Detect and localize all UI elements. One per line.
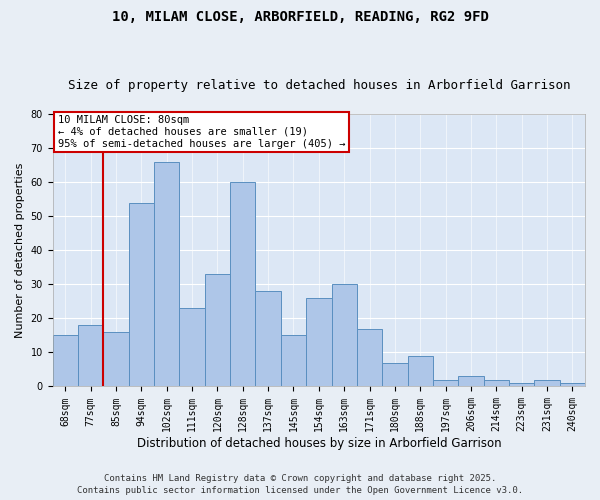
Bar xyxy=(535,380,560,386)
Bar xyxy=(433,380,458,386)
Title: Size of property relative to detached houses in Arborfield Garrison: Size of property relative to detached ho… xyxy=(68,79,570,92)
Bar xyxy=(103,332,129,386)
Bar xyxy=(129,202,154,386)
Text: Contains HM Land Registry data © Crown copyright and database right 2025.
Contai: Contains HM Land Registry data © Crown c… xyxy=(77,474,523,495)
X-axis label: Distribution of detached houses by size in Arborfield Garrison: Distribution of detached houses by size … xyxy=(137,437,501,450)
Bar xyxy=(357,328,382,386)
Bar xyxy=(332,284,357,386)
Bar xyxy=(306,298,332,386)
Bar xyxy=(407,356,433,386)
Text: 10, MILAM CLOSE, ARBORFIELD, READING, RG2 9FD: 10, MILAM CLOSE, ARBORFIELD, READING, RG… xyxy=(112,10,488,24)
Bar xyxy=(382,362,407,386)
Bar xyxy=(230,182,256,386)
Bar xyxy=(179,308,205,386)
Bar xyxy=(484,380,509,386)
Bar xyxy=(281,336,306,386)
Bar xyxy=(53,336,78,386)
Bar xyxy=(154,162,179,386)
Text: 10 MILAM CLOSE: 80sqm
← 4% of detached houses are smaller (19)
95% of semi-detac: 10 MILAM CLOSE: 80sqm ← 4% of detached h… xyxy=(58,116,346,148)
Bar xyxy=(256,291,281,386)
Bar xyxy=(509,383,535,386)
Bar xyxy=(458,376,484,386)
Bar xyxy=(560,383,585,386)
Bar xyxy=(205,274,230,386)
Y-axis label: Number of detached properties: Number of detached properties xyxy=(15,162,25,338)
Bar xyxy=(78,325,103,386)
